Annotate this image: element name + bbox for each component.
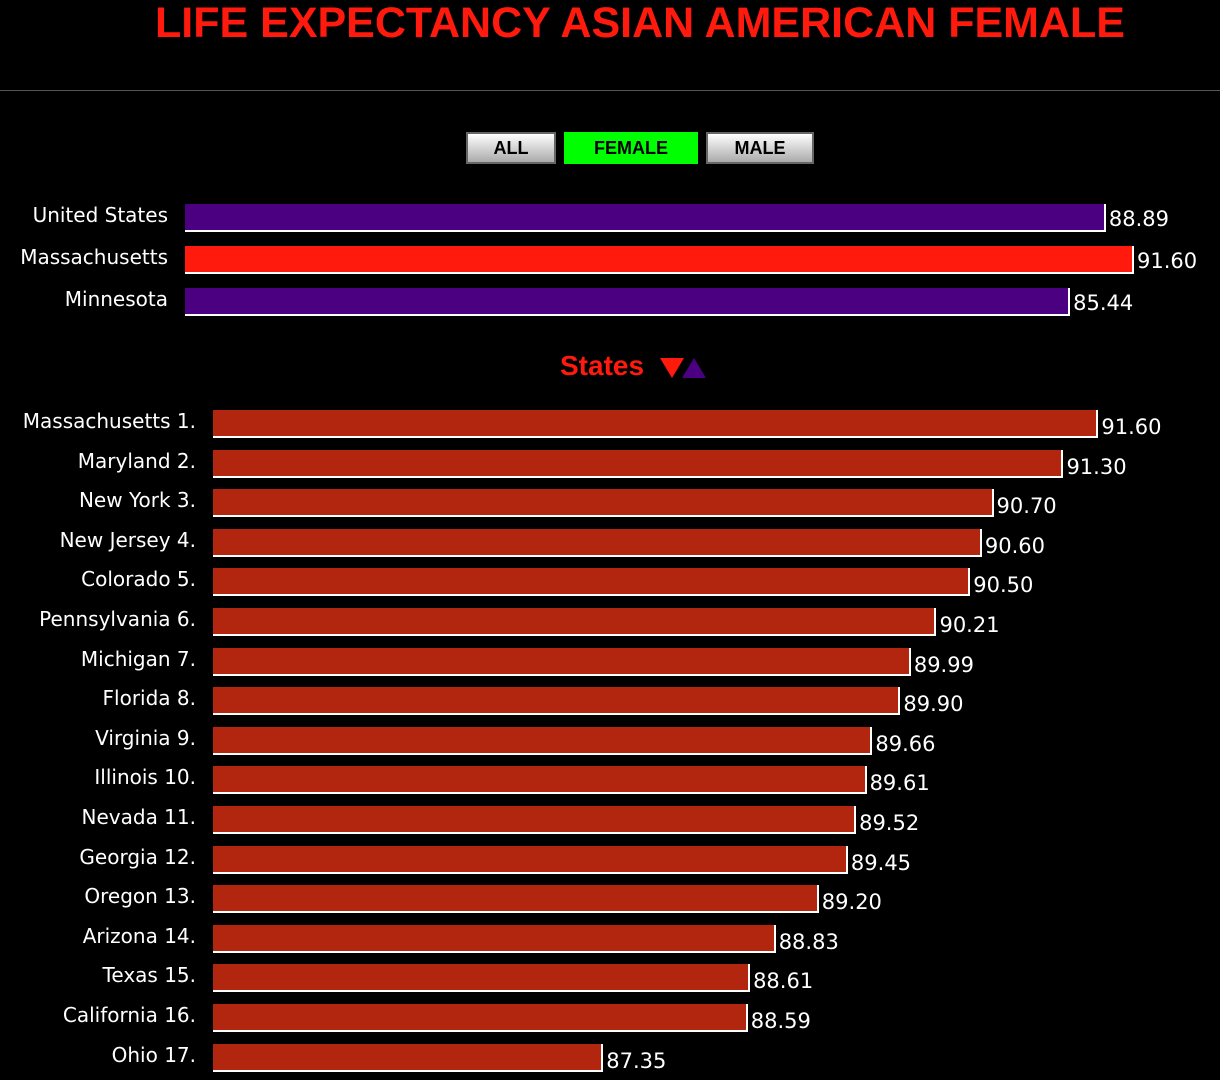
bar-label: Oregon 13. xyxy=(84,884,196,909)
data-label: 89.61 xyxy=(869,771,930,796)
bar-label: Massachusetts xyxy=(20,245,168,269)
data-label: 85.44 xyxy=(1073,291,1134,315)
bar xyxy=(213,608,937,636)
data-label: 87.35 xyxy=(606,1048,667,1073)
data-label: 91.60 xyxy=(1136,249,1198,273)
divider xyxy=(0,90,1220,91)
bar xyxy=(213,806,857,834)
data-label: 90.21 xyxy=(939,613,1000,637)
data-label: 89.90 xyxy=(903,692,964,717)
page-title: LIFE EXPECTANCY ASIAN AMERICAN FEMALE xyxy=(155,0,1125,47)
bar-label: Florida 8. xyxy=(102,686,196,711)
data-label: 88.83 xyxy=(778,929,839,954)
bar-label: Maryland 2. xyxy=(77,448,196,473)
bar-label: Georgia 12. xyxy=(79,844,196,869)
bar-label: Illinois 10. xyxy=(94,765,196,790)
filter-male-button[interactable]: MALE xyxy=(706,132,814,164)
states-heading: States xyxy=(560,350,706,382)
bar-label: Michigan 7. xyxy=(80,646,196,671)
bar-label: Minnesota xyxy=(64,287,168,311)
data-label: 91.30 xyxy=(1066,454,1127,479)
data-label: 89.20 xyxy=(821,890,882,915)
bar xyxy=(213,489,994,518)
data-label: 89.99 xyxy=(913,652,974,677)
data-label: 89.45 xyxy=(850,850,912,875)
bar xyxy=(213,924,776,953)
bar-label: Texas 15. xyxy=(102,963,196,988)
bar xyxy=(213,845,848,874)
states-heading-label: States xyxy=(560,350,645,381)
data-label: 88.89 xyxy=(1108,207,1170,231)
bar xyxy=(213,568,971,597)
sort-descending-icon[interactable] xyxy=(659,357,684,378)
bar xyxy=(185,204,1106,232)
bar xyxy=(213,410,1099,438)
data-label: 89.52 xyxy=(859,811,920,835)
bar-label: Arizona 14. xyxy=(82,923,196,948)
sort-ascending-icon[interactable] xyxy=(681,357,706,378)
data-label: 90.50 xyxy=(973,573,1034,598)
bar xyxy=(185,288,1071,316)
bar xyxy=(213,766,867,795)
bar-label: New York 3. xyxy=(78,488,196,513)
data-label: 91.60 xyxy=(1101,415,1162,439)
data-label: 90.70 xyxy=(996,494,1057,519)
bar-label: New Jersey 4. xyxy=(59,527,196,552)
bar-label: California 16. xyxy=(62,1003,196,1027)
data-label: 88.59 xyxy=(750,1009,811,1033)
bar-label: Virginia 9. xyxy=(95,725,196,750)
filter-all-button[interactable]: ALL xyxy=(466,132,556,164)
bar xyxy=(213,647,911,676)
bar xyxy=(213,964,751,993)
bar-label: Colorado 5. xyxy=(81,567,196,592)
bar-label: United States xyxy=(32,203,168,227)
bar-label: Nevada 11. xyxy=(81,805,196,829)
bar xyxy=(213,885,819,914)
bar xyxy=(213,726,873,755)
data-label: 89.66 xyxy=(875,731,936,756)
bar xyxy=(213,528,982,557)
bar xyxy=(213,687,901,716)
bar-label: Pennsylvania 6. xyxy=(39,607,196,631)
bar xyxy=(185,246,1134,274)
bar-label: Massachusetts 1. xyxy=(22,409,196,433)
bar xyxy=(213,449,1064,478)
bar-label: Ohio 17. xyxy=(111,1042,196,1067)
bar xyxy=(213,1043,604,1072)
data-label: 88.61 xyxy=(753,969,814,994)
bar xyxy=(213,1004,748,1032)
filter-female-button[interactable]: FEMALE xyxy=(564,132,698,164)
data-label: 90.60 xyxy=(984,533,1046,558)
